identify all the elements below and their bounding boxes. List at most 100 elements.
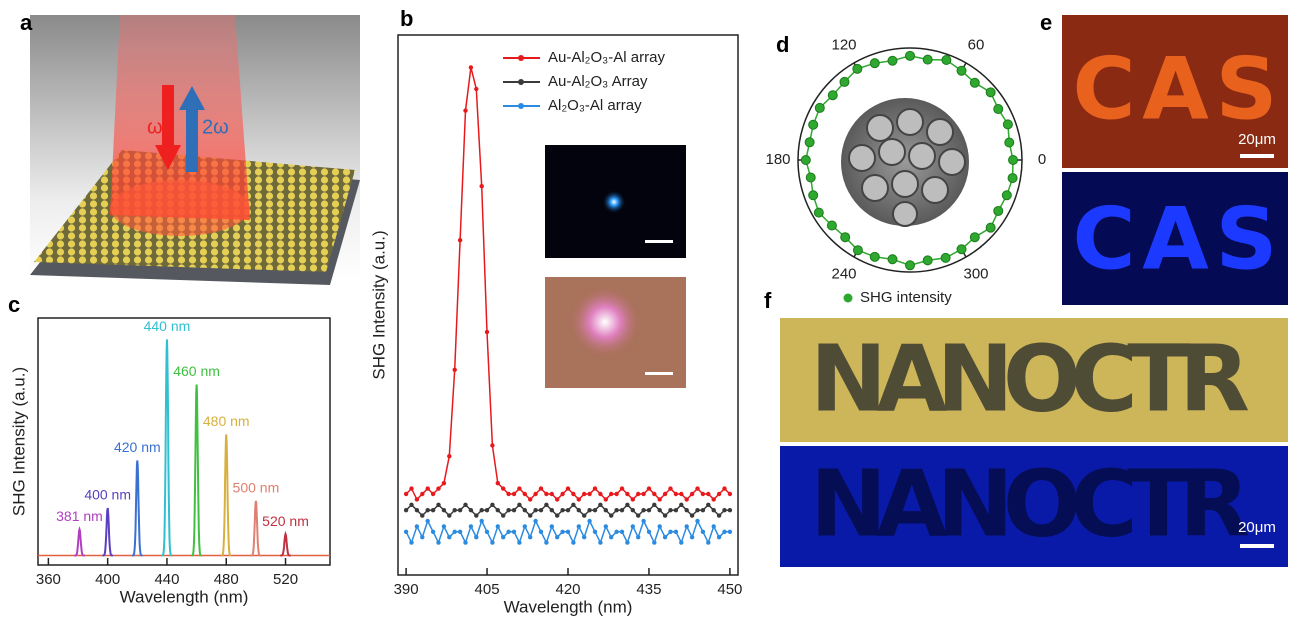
scale-bar <box>645 240 673 243</box>
polar-point <box>906 51 915 60</box>
polar-point <box>970 233 979 242</box>
theta-tick-label: 240 <box>831 265 856 282</box>
x-tick-label: 480 <box>214 571 239 588</box>
spectrum-peak <box>280 534 290 555</box>
polar-point <box>870 252 879 261</box>
polar-point <box>957 245 966 254</box>
polar-point <box>923 256 932 265</box>
x-tick-label: 520 <box>273 571 298 588</box>
series-line <box>406 521 730 543</box>
polar-point <box>841 233 850 242</box>
scale-bar <box>1240 154 1274 158</box>
legend-marker <box>518 79 524 85</box>
polar-point <box>827 221 836 230</box>
scale-bar <box>645 372 673 375</box>
peak-label: 400 nm <box>84 487 131 503</box>
polar-point <box>840 77 849 86</box>
scale-bar <box>1240 544 1274 548</box>
peak-label: 520 nm <box>262 513 309 529</box>
polar-point <box>994 105 1003 114</box>
panel-label: c <box>8 292 20 317</box>
x-tick-label: 440 <box>154 571 179 588</box>
x-tick-label: 390 <box>394 581 419 598</box>
panel-label: a <box>20 10 33 35</box>
image-text: NANOCTR <box>810 450 1250 557</box>
polar-point <box>941 253 950 262</box>
x-tick-label: 405 <box>475 581 500 598</box>
spectrum-peak <box>191 385 201 556</box>
theta-tick-label: 60 <box>968 37 985 54</box>
panel-label: b <box>400 6 413 31</box>
polar-point <box>815 103 824 112</box>
polar-point <box>986 223 995 232</box>
x-tick-label: 360 <box>36 571 61 588</box>
legend-marker <box>518 55 524 61</box>
arrow <box>186 110 198 172</box>
theta-tick-label: 300 <box>963 265 988 282</box>
polar-point <box>805 138 814 147</box>
legend-marker <box>518 103 524 109</box>
arrow <box>162 85 174 145</box>
x-axis-label: Wavelength (nm) <box>504 597 633 616</box>
polar-point <box>853 246 862 255</box>
peak-label: 440 nm <box>144 318 191 334</box>
panel-f: NANOCTR NANOCTR 20μm <box>780 318 1288 567</box>
scale-label: 20μm <box>1238 131 1276 148</box>
legend-label: Al₂O₃-Al array <box>548 97 642 114</box>
polar-point <box>942 56 951 65</box>
omega-label: ω <box>147 116 163 138</box>
y-axis-label: SHG Intensity (a.u.) <box>9 367 28 516</box>
inset-spot <box>602 190 626 214</box>
polar-point <box>1009 156 1018 165</box>
polar-point <box>888 56 897 65</box>
polar-point <box>806 173 815 182</box>
legend-marker <box>844 294 853 303</box>
image-text: CAS <box>1073 39 1278 139</box>
x-tick-label: 435 <box>636 581 661 598</box>
scale-label: 20μm <box>1238 519 1276 536</box>
polar-point <box>1005 138 1014 147</box>
peak-label: 420 nm <box>114 439 161 455</box>
polar-point <box>957 66 966 75</box>
x-tick-label: 450 <box>717 581 742 598</box>
panel-label: f <box>764 288 772 313</box>
spectrum-peak <box>221 434 231 555</box>
image-text: CAS <box>1073 189 1278 289</box>
polar-point <box>1003 120 1012 129</box>
polar-point <box>970 78 979 87</box>
polar-point <box>814 208 823 217</box>
peak-label: 480 nm <box>203 413 250 429</box>
peak-label: 381 nm <box>56 508 103 524</box>
spectrum-peak <box>251 501 261 556</box>
x-axis-label: Wavelength (nm) <box>120 587 249 606</box>
panel-a: ω 2ω <box>30 15 360 285</box>
polar-point <box>853 64 862 73</box>
peak-label: 460 nm <box>173 363 220 379</box>
peak-label: 500 nm <box>233 480 280 496</box>
polar-point <box>1002 191 1011 200</box>
panel-e: CAS CAS 20μm <box>1062 15 1288 305</box>
theta-tick-label: 120 <box>831 37 856 54</box>
inset-spot <box>567 284 643 360</box>
x-tick-label: 400 <box>95 571 120 588</box>
figure: ω 2ω CAS CAS 20μm NANOCTR NANOCTR 20μm a… <box>0 0 1291 617</box>
image-text: NANOCTR <box>810 325 1250 432</box>
polar-point <box>923 55 932 64</box>
omega-label: 2ω <box>202 116 229 138</box>
spectrum-peak <box>162 339 172 555</box>
spectrum-peak <box>132 461 142 556</box>
series-line <box>406 505 730 516</box>
spectrum-peak <box>74 529 84 555</box>
polar-point <box>906 261 915 270</box>
polar-point <box>828 91 837 100</box>
polar-point <box>1008 174 1017 183</box>
polar-point <box>809 191 818 200</box>
theta-tick-label: 0 <box>1038 151 1046 168</box>
polar-point <box>986 88 995 97</box>
polar-point <box>870 59 879 68</box>
panel-label: d <box>776 32 789 57</box>
legend-label: Au-Al₂O₃-Al array <box>548 49 665 66</box>
panel-label: e <box>1040 10 1052 35</box>
spectrum-peak <box>103 508 113 556</box>
laser-spot <box>110 180 250 236</box>
